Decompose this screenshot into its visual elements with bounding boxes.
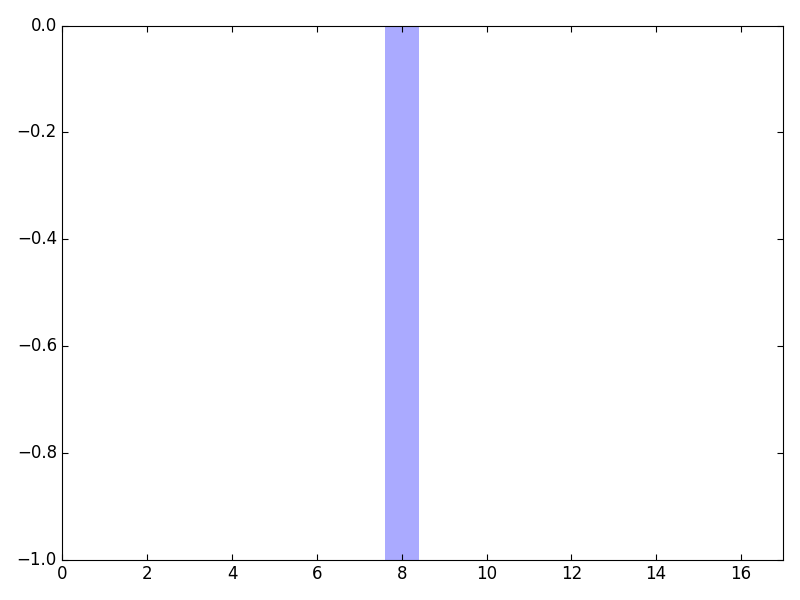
Bar bbox=[385, 26, 418, 560]
